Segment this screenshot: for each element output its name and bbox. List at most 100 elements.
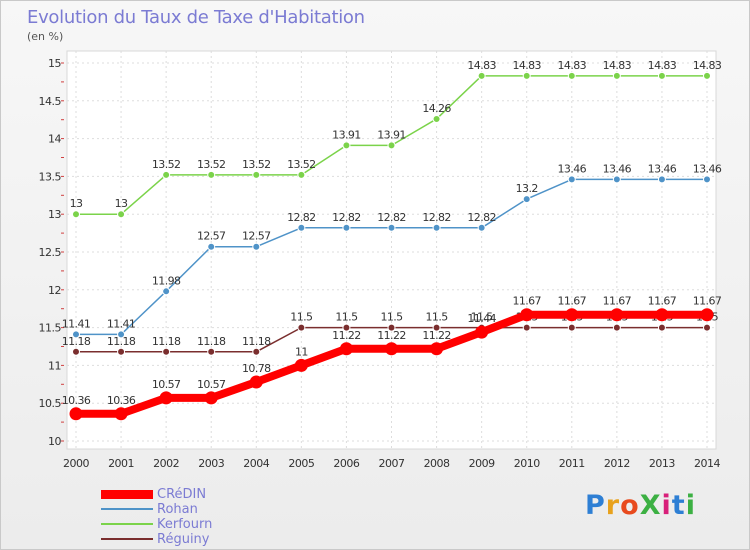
data-point-credin	[385, 342, 398, 356]
data-point-kerfourn	[342, 141, 351, 150]
data-label-credin: 10.36	[62, 394, 91, 407]
y-tick-label: 13.5	[39, 170, 62, 183]
brand-letter: X	[639, 490, 662, 521]
data-point-credin	[475, 325, 489, 339]
data-point-rohan	[342, 223, 351, 232]
x-tick-label: 2014	[694, 457, 720, 470]
data-label-credin: 11.22	[332, 329, 361, 342]
data-label-reguiny: 11.5	[426, 311, 449, 324]
data-label-kerfourn: 13.91	[332, 128, 361, 141]
data-label-rohan: 12.57	[197, 230, 226, 243]
data-point-reguiny	[703, 323, 711, 332]
data-label-kerfourn: 14.83	[603, 59, 632, 72]
data-point-kerfourn	[703, 71, 711, 80]
data-point-reguiny	[432, 323, 441, 332]
legend-label: Rohan	[157, 502, 198, 517]
x-tick-label: 2011	[559, 457, 585, 470]
data-point-credin	[204, 391, 218, 405]
data-label-rohan: 11.98	[152, 274, 181, 287]
data-label-credin: 10.36	[107, 394, 136, 407]
x-tick-label: 2007	[379, 457, 405, 470]
legend-label: Kerfourn	[157, 517, 213, 532]
brand-letter: o	[620, 490, 640, 521]
data-point-kerfourn	[387, 141, 396, 150]
y-tick-label: 14	[48, 133, 61, 146]
brand-letter: i	[685, 490, 696, 521]
data-label-credin: 11.67	[512, 295, 541, 308]
data-point-reguiny	[297, 323, 306, 332]
data-label-rohan: 12.82	[467, 211, 496, 224]
data-label-reguiny: 11.18	[62, 335, 91, 348]
data-point-rohan	[567, 175, 576, 184]
data-point-reguiny	[162, 347, 171, 356]
data-label-kerfourn: 13.52	[197, 158, 226, 171]
x-tick-label: 2012	[604, 457, 630, 470]
data-label-reguiny: 11.5	[290, 311, 313, 324]
x-tick-label: 2001	[108, 457, 134, 470]
data-point-rohan	[432, 223, 441, 232]
data-label-kerfourn: 14.83	[467, 59, 496, 72]
brand-logo: ProXiti	[585, 490, 696, 521]
data-point-rohan	[703, 175, 711, 184]
legend-swatch	[101, 523, 153, 525]
data-label-reguiny: 11.18	[152, 335, 181, 348]
data-label-credin: 11	[295, 345, 308, 358]
data-label-rohan: 12.82	[377, 211, 406, 224]
chart-title: Evolution du Taux de Taxe d'Habitation	[27, 7, 365, 28]
data-point-credin	[339, 342, 353, 356]
data-label-rohan: 13.46	[603, 162, 632, 175]
data-label-kerfourn: 13.52	[242, 158, 271, 171]
data-point-rohan	[117, 330, 126, 339]
legend-swatch	[101, 538, 153, 540]
data-label-reguiny: 11.18	[242, 335, 271, 348]
data-point-credin	[520, 308, 534, 322]
data-point-credin	[655, 308, 669, 322]
y-tick-label: 11.5	[39, 322, 62, 335]
data-point-rohan	[252, 242, 261, 251]
data-label-kerfourn: 13.52	[152, 158, 181, 171]
data-label-credin: 10.57	[152, 378, 181, 391]
brand-letter: i	[661, 490, 672, 521]
data-label-rohan: 11.41	[107, 317, 136, 330]
data-point-kerfourn	[432, 114, 441, 123]
data-label-kerfourn: 13.52	[287, 158, 316, 171]
legend-swatch	[101, 489, 153, 499]
data-point-kerfourn	[117, 210, 126, 219]
data-label-kerfourn: 14.83	[558, 59, 587, 72]
data-point-kerfourn	[477, 71, 486, 80]
data-point-credin	[610, 308, 624, 322]
data-point-credin	[114, 407, 128, 421]
x-tick-label: 2003	[198, 457, 224, 470]
x-tick-label: 2010	[514, 457, 540, 470]
brand-letter: t	[671, 490, 686, 521]
data-label-rohan: 13.46	[693, 162, 722, 175]
data-label-kerfourn: 13.91	[377, 128, 406, 141]
data-point-kerfourn	[567, 71, 576, 80]
data-point-rohan	[162, 287, 171, 296]
x-tick-label: 2002	[153, 457, 179, 470]
brand-letter: P	[585, 490, 606, 521]
data-label-rohan: 12.82	[332, 211, 361, 224]
legend-swatch	[101, 508, 153, 510]
data-label-rohan: 13.46	[558, 162, 587, 175]
data-label-kerfourn: 14.83	[693, 59, 722, 72]
x-tick-label: 2005	[288, 457, 314, 470]
data-label-rohan: 12.82	[422, 211, 451, 224]
data-point-reguiny	[567, 323, 576, 332]
y-tick-label: 10	[48, 435, 61, 448]
data-label-rohan: 11.41	[62, 317, 91, 330]
data-label-kerfourn: 13	[115, 197, 128, 210]
y-tick-label: 14.5	[39, 95, 62, 108]
data-point-reguiny	[657, 323, 666, 332]
y-tick-label: 15	[48, 57, 61, 70]
y-tick-label: 10.5	[39, 397, 62, 410]
data-point-credin	[294, 358, 308, 372]
data-point-kerfourn	[297, 170, 306, 179]
data-point-credin	[249, 375, 263, 389]
data-point-credin	[430, 342, 444, 356]
data-label-credin: 11.67	[693, 295, 722, 308]
data-point-rohan	[657, 175, 666, 184]
data-label-credin: 11.44	[467, 312, 496, 325]
